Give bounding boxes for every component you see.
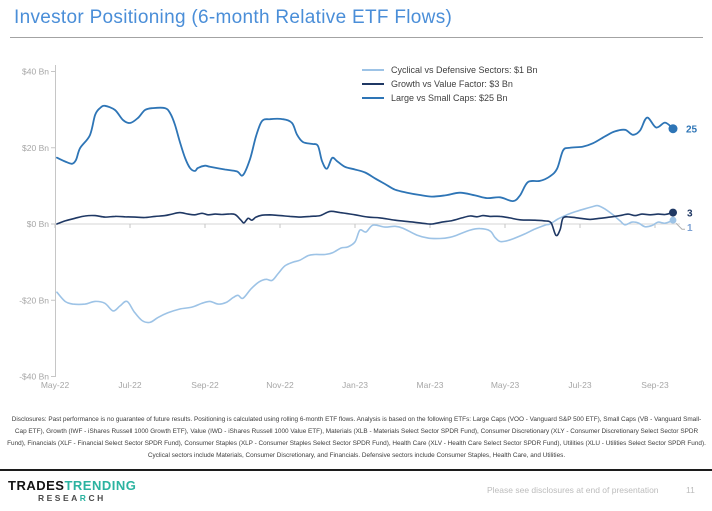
legend-label: Growth vs Value Factor: $3 Bn (391, 79, 513, 89)
logo: TRADESTRENDING RESEARCH (8, 479, 136, 503)
svg-text:25: 25 (686, 125, 698, 136)
svg-text:Sep-23: Sep-23 (641, 380, 669, 390)
logo-word-trending: TRENDING (64, 478, 137, 493)
page-number: 11 (686, 485, 695, 495)
logo-research-right: CH (88, 493, 106, 503)
page-title: Investor Positioning (6-month Relative E… (14, 7, 453, 28)
legend-label: Large vs Small Caps: $25 Bn (391, 93, 508, 103)
logo-research-left: RESEA (38, 493, 80, 503)
svg-text:$40 Bn: $40 Bn (22, 67, 49, 77)
svg-text:-$40 Bn: -$40 Bn (19, 372, 49, 382)
svg-text:May-22: May-22 (41, 380, 70, 390)
svg-text:Jul-22: Jul-22 (118, 380, 141, 390)
legend-line-swatch (362, 69, 384, 71)
logo-wordmark: TRADESTRENDING (8, 479, 136, 492)
svg-text:Jan-23: Jan-23 (342, 380, 368, 390)
svg-text:Sep-22: Sep-22 (191, 380, 219, 390)
title-divider (10, 37, 703, 38)
disclosure-note: Please see disclosures at end of present… (487, 485, 659, 495)
svg-text:1: 1 (687, 223, 693, 234)
legend-item-growth-vs-value: Growth vs Value Factor: $3 Bn (362, 77, 538, 91)
legend-line-swatch (362, 83, 384, 85)
logo-research-accent: R (79, 493, 89, 503)
logo-word-research: RESEARCH (8, 494, 136, 503)
svg-text:-$20 Bn: -$20 Bn (19, 295, 49, 305)
legend-item-cyclical-vs-defensive: Cyclical vs Defensive Sectors: $1 Bn (362, 63, 538, 77)
svg-text:$20 Bn: $20 Bn (22, 143, 49, 153)
legend-line-swatch (362, 97, 384, 99)
svg-text:May-23: May-23 (491, 380, 520, 390)
svg-text:$0 Bn: $0 Bn (27, 219, 49, 229)
svg-text:3: 3 (687, 209, 693, 220)
svg-text:Mar-23: Mar-23 (417, 380, 444, 390)
disclosures-text: Disclosures: Past performance is no guar… (7, 416, 706, 459)
svg-text:Jul-23: Jul-23 (568, 380, 591, 390)
legend-label: Cyclical vs Defensive Sectors: $1 Bn (391, 65, 538, 75)
logo-word-trades: TRADES (8, 478, 65, 493)
footer-divider (0, 469, 712, 471)
svg-text:Nov-22: Nov-22 (266, 380, 294, 390)
legend-item-large-vs-small: Large vs Small Caps: $25 Bn (362, 91, 538, 105)
chart-legend: Cyclical vs Defensive Sectors: $1 Bn Gro… (362, 63, 538, 105)
